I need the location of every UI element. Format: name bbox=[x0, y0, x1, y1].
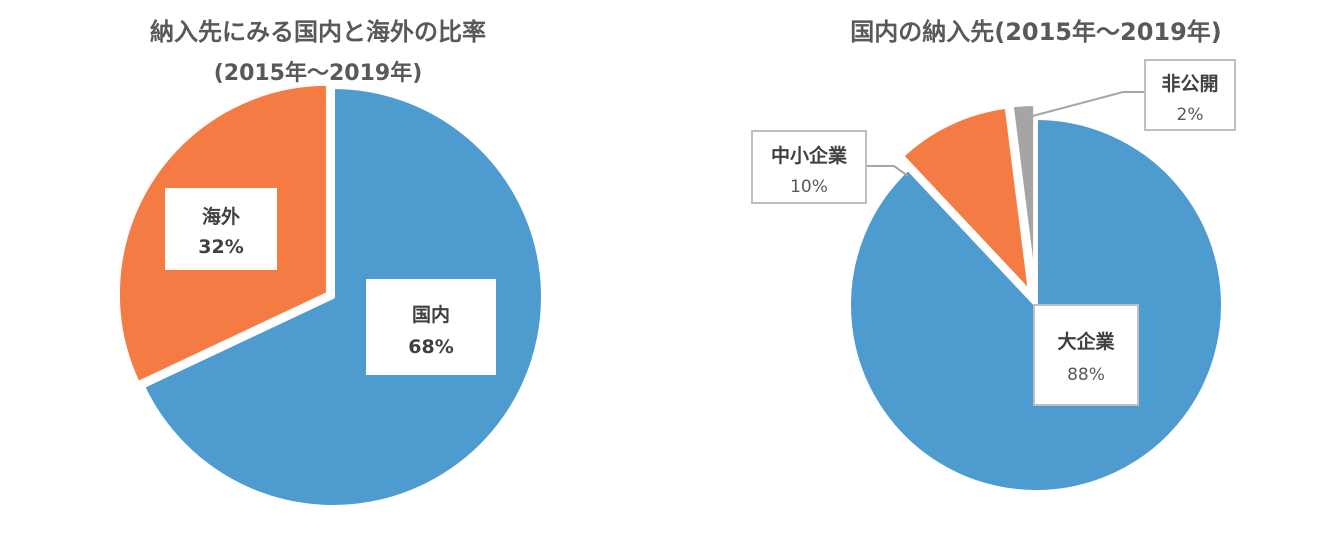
data-label-large-enterprise: 大企業 88% bbox=[1033, 304, 1139, 406]
slice-label: 中小企業 bbox=[771, 144, 848, 167]
pie-slices bbox=[847, 102, 1225, 494]
chart-title: 納入先にみる国内と海外の比率 bbox=[150, 18, 486, 46]
slice-value: 88% bbox=[1067, 365, 1105, 385]
chart-subtitle: (2015年～2019年) bbox=[214, 60, 423, 86]
slice-value: 10% bbox=[790, 177, 828, 197]
slice-label: 海外 bbox=[202, 205, 240, 228]
pie-slice-1 bbox=[140, 85, 545, 509]
slice-label: 大企業 bbox=[1057, 330, 1115, 353]
data-label-sme: 中小企業 10% bbox=[751, 130, 867, 204]
leader-line-sme bbox=[866, 165, 909, 177]
data-label-overseas: 海外 32% bbox=[165, 188, 277, 270]
slice-value: 68% bbox=[408, 336, 453, 358]
slice-value: 32% bbox=[198, 236, 243, 258]
slice-label: 非公開 bbox=[1161, 73, 1218, 95]
data-label-undisclosed: 非公開 2% bbox=[1144, 59, 1236, 131]
chart-domestic-overseas: 納入先にみる国内と海外の比率 (2015年～2019年) 国内 68% 海外 3… bbox=[115, 18, 545, 509]
slice-value: 2% bbox=[1177, 105, 1204, 125]
chart-domestic-customers: 国内の納入先(2015年～2019年) 大企業 88% 中小企業 10% 非公開… bbox=[751, 18, 1236, 494]
slice-label: 国内 bbox=[412, 303, 450, 326]
chart-title: 国内の納入先(2015年～2019年) bbox=[850, 18, 1222, 46]
pie-slice-3 bbox=[1009, 102, 1038, 294]
data-label-domestic: 国内 68% bbox=[366, 279, 496, 375]
pie-slice-2 bbox=[900, 104, 1033, 295]
leader-line-undisclosed bbox=[1024, 91, 1145, 119]
